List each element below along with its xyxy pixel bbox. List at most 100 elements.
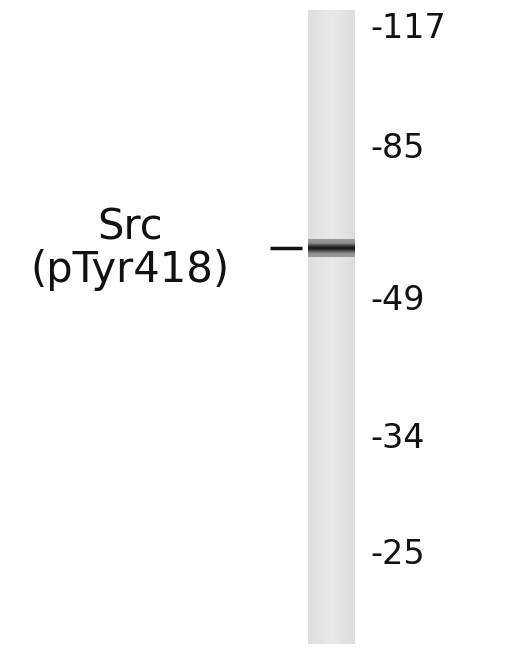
Bar: [308, 245, 355, 247]
Bar: [308, 243, 355, 244]
Bar: [325, 10, 326, 644]
Bar: [347, 10, 349, 644]
Bar: [352, 10, 353, 644]
Bar: [349, 10, 351, 644]
Bar: [321, 10, 322, 644]
Bar: [323, 10, 324, 644]
Bar: [308, 241, 355, 242]
Bar: [308, 253, 355, 254]
Bar: [329, 10, 330, 644]
Bar: [308, 252, 355, 254]
Bar: [308, 248, 355, 249]
Bar: [320, 10, 321, 644]
Bar: [315, 10, 316, 644]
Bar: [308, 239, 355, 241]
Bar: [308, 250, 355, 252]
Bar: [309, 10, 310, 644]
Bar: [308, 245, 355, 246]
Bar: [346, 10, 347, 644]
Bar: [308, 243, 355, 245]
Bar: [308, 239, 355, 240]
Bar: [340, 10, 341, 644]
Bar: [326, 10, 327, 644]
Bar: [313, 10, 314, 644]
Bar: [337, 10, 338, 644]
Bar: [353, 10, 355, 644]
Bar: [354, 10, 355, 644]
Bar: [308, 241, 355, 242]
Bar: [347, 10, 348, 644]
Bar: [308, 242, 355, 243]
Bar: [336, 10, 337, 644]
Bar: [308, 255, 355, 256]
Bar: [338, 10, 339, 644]
Bar: [331, 10, 333, 644]
Bar: [332, 10, 333, 644]
Text: -117: -117: [370, 12, 446, 44]
Bar: [308, 256, 355, 258]
Bar: [328, 10, 330, 644]
Bar: [322, 10, 323, 644]
Bar: [312, 10, 313, 644]
Bar: [350, 10, 352, 644]
Bar: [308, 10, 309, 644]
Bar: [314, 10, 315, 644]
Bar: [338, 10, 340, 644]
Bar: [341, 10, 342, 644]
Bar: [349, 10, 350, 644]
Bar: [317, 10, 318, 644]
Bar: [310, 10, 311, 644]
Bar: [327, 10, 328, 644]
Bar: [308, 254, 355, 255]
Bar: [308, 247, 355, 248]
Bar: [308, 248, 355, 249]
Bar: [308, 249, 355, 250]
Bar: [334, 10, 335, 644]
Bar: [345, 10, 346, 644]
Bar: [339, 10, 340, 644]
Text: -34: -34: [370, 421, 425, 455]
Text: (pTyr418): (pTyr418): [31, 249, 229, 291]
Bar: [308, 240, 355, 241]
Bar: [324, 10, 326, 644]
Bar: [331, 10, 332, 644]
Bar: [319, 10, 320, 644]
Bar: [322, 10, 324, 644]
Text: -85: -85: [370, 131, 424, 165]
Bar: [308, 244, 355, 245]
Bar: [330, 10, 331, 644]
Bar: [308, 250, 355, 251]
Bar: [316, 10, 317, 644]
Bar: [342, 10, 343, 644]
Bar: [311, 10, 312, 644]
Bar: [312, 10, 314, 644]
Bar: [308, 246, 355, 247]
Bar: [319, 10, 321, 644]
Bar: [309, 10, 311, 644]
Bar: [308, 251, 355, 252]
Bar: [341, 10, 343, 644]
Text: -25: -25: [370, 538, 425, 572]
Text: -49: -49: [370, 283, 425, 317]
Bar: [316, 10, 318, 644]
Bar: [328, 10, 329, 644]
Bar: [353, 10, 354, 644]
Bar: [308, 255, 355, 256]
Bar: [308, 249, 355, 250]
Bar: [351, 10, 352, 644]
Bar: [343, 10, 344, 644]
Bar: [308, 252, 355, 253]
Bar: [344, 10, 346, 644]
Bar: [308, 254, 355, 255]
Bar: [344, 10, 345, 644]
Bar: [308, 242, 355, 243]
Text: Src: Src: [97, 207, 163, 249]
Bar: [335, 10, 336, 644]
Bar: [308, 247, 355, 248]
Bar: [308, 253, 355, 254]
Bar: [308, 246, 355, 247]
Bar: [318, 10, 319, 644]
Bar: [308, 256, 355, 257]
Bar: [334, 10, 336, 644]
Bar: [333, 10, 334, 644]
